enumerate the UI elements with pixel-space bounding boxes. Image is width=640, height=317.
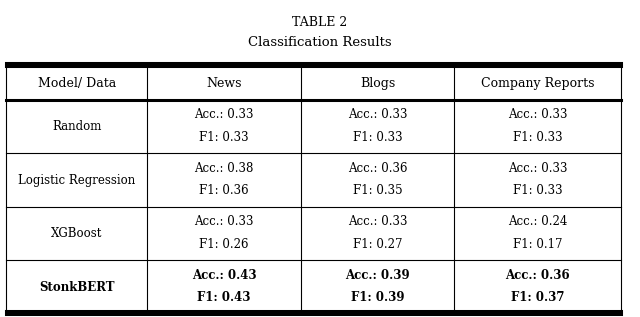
Text: F1: 0.33: F1: 0.33 [199, 131, 249, 144]
Text: Acc.: 0.38: Acc.: 0.38 [195, 162, 253, 175]
Text: Blogs: Blogs [360, 77, 396, 90]
Text: Acc.: 0.36: Acc.: 0.36 [506, 269, 570, 282]
Text: Acc.: 0.33: Acc.: 0.33 [195, 108, 253, 121]
Text: News: News [206, 77, 242, 90]
Text: F1: 0.17: F1: 0.17 [513, 238, 563, 251]
Text: Acc.: 0.33: Acc.: 0.33 [348, 108, 407, 121]
Text: Acc.: 0.33: Acc.: 0.33 [508, 108, 567, 121]
Text: F1: 0.35: F1: 0.35 [353, 184, 403, 197]
Text: F1: 0.33: F1: 0.33 [513, 131, 563, 144]
Text: Acc.: 0.43: Acc.: 0.43 [192, 269, 256, 282]
Text: Logistic Regression: Logistic Regression [18, 174, 136, 187]
Text: F1: 0.26: F1: 0.26 [199, 238, 249, 251]
Text: F1: 0.37: F1: 0.37 [511, 291, 564, 304]
Text: F1: 0.36: F1: 0.36 [199, 184, 249, 197]
Text: Acc.: 0.33: Acc.: 0.33 [195, 215, 253, 228]
Text: Acc.: 0.33: Acc.: 0.33 [348, 215, 407, 228]
Text: TABLE 2: TABLE 2 [292, 16, 348, 29]
Text: Random: Random [52, 120, 102, 133]
Text: StonkBERT: StonkBERT [39, 281, 115, 294]
Text: Acc.: 0.24: Acc.: 0.24 [508, 215, 567, 228]
Text: F1: 0.39: F1: 0.39 [351, 291, 404, 304]
Text: Acc.: 0.36: Acc.: 0.36 [348, 162, 407, 175]
Text: F1: 0.33: F1: 0.33 [513, 184, 563, 197]
Text: F1: 0.27: F1: 0.27 [353, 238, 403, 251]
Text: Company Reports: Company Reports [481, 77, 595, 90]
Text: Model/ Data: Model/ Data [38, 77, 116, 90]
Text: F1: 0.33: F1: 0.33 [353, 131, 403, 144]
Text: Acc.: 0.39: Acc.: 0.39 [346, 269, 410, 282]
Text: F1: 0.43: F1: 0.43 [197, 291, 251, 304]
Text: XGBoost: XGBoost [51, 227, 102, 240]
Text: Classification Results: Classification Results [248, 36, 392, 49]
Text: Acc.: 0.33: Acc.: 0.33 [508, 162, 567, 175]
